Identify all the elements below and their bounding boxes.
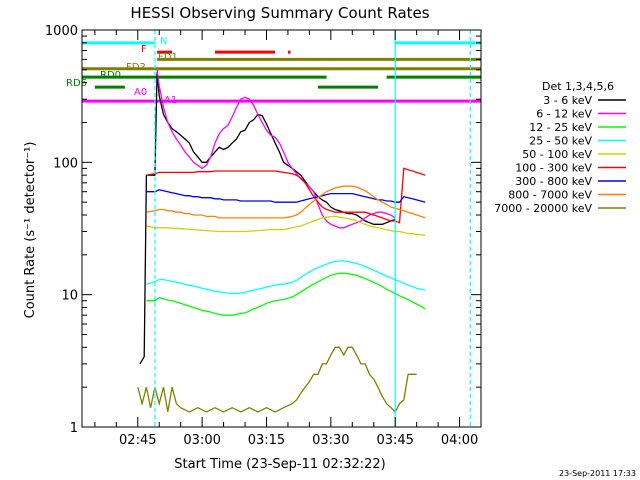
legend-label-3: 25 - 50 keV bbox=[529, 135, 592, 148]
annotation-label-n: N bbox=[160, 36, 167, 47]
annotation-label-f: F bbox=[141, 44, 147, 55]
legend-label-0: 3 - 6 keV bbox=[543, 94, 592, 107]
series-layer bbox=[137, 69, 426, 413]
legend-label-5: 100 - 300 keV bbox=[515, 162, 592, 175]
series-line-8 bbox=[137, 346, 417, 413]
legend-title: Det 1,3,4,5,6 bbox=[542, 80, 614, 93]
x-tick-label-1: 03:00 bbox=[183, 433, 220, 448]
series-line-6 bbox=[146, 189, 426, 203]
series-line-7 bbox=[146, 185, 426, 219]
annotation-label-rd6: RD6 bbox=[66, 78, 87, 89]
series-line-0 bbox=[139, 72, 396, 365]
y-axis-label: Count Rate (s⁻¹ detector⁻¹) bbox=[23, 142, 38, 319]
legend-label-7: 800 - 7000 keV bbox=[508, 189, 592, 202]
legend-label-1: 6 - 12 keV bbox=[536, 108, 592, 121]
x-tick-label-5: 04:00 bbox=[441, 433, 478, 448]
x-tick-label-2: 03:15 bbox=[248, 433, 285, 448]
annotation-label-a0: A0 bbox=[134, 87, 147, 98]
y-tick-label-0: 1 bbox=[70, 421, 78, 436]
plot-frame bbox=[81, 29, 482, 428]
legend-label-4: 50 - 100 keV bbox=[522, 148, 592, 161]
y-tick-label-2: 100 bbox=[53, 156, 78, 171]
x-tick-label-4: 03:45 bbox=[376, 433, 413, 448]
x-axis-label: Start Time (23-Sep-11 02:32:22) bbox=[174, 457, 385, 472]
y-tick-label-1: 10 bbox=[61, 289, 78, 304]
series-line-5 bbox=[146, 167, 426, 224]
series-line-1 bbox=[156, 69, 396, 229]
annotation-label-a1: A1 bbox=[164, 95, 177, 106]
y-axis-ticks: 1 10 100 1000 bbox=[45, 24, 481, 436]
legend-label-8: 7000 - 20000 keV bbox=[494, 202, 592, 215]
x-axis-ticks: 02:45 03:00 03:15 03:30 03:45 04:00 bbox=[94, 30, 482, 448]
chart-title: HESSI Observing Summary Count Rates bbox=[130, 4, 429, 22]
series-line-2 bbox=[146, 272, 426, 316]
series-line-4 bbox=[146, 215, 426, 237]
series-line-3 bbox=[146, 260, 426, 295]
annotation-label-fd1: FD1 bbox=[158, 52, 178, 63]
legend-label-2: 12 - 25 keV bbox=[529, 121, 592, 134]
annotations-layer: N F FD1 FD2 RD0 RD6 A0 A1 bbox=[66, 36, 178, 106]
vertical-markers-layer bbox=[154, 30, 471, 427]
footer-timestamp: 23-Sep-2011 17:33 bbox=[559, 469, 636, 478]
annotation-label-fd2: FD2 bbox=[126, 62, 146, 73]
annotation-label-rd0: RD0 bbox=[100, 70, 121, 81]
x-tick-label-0: 02:45 bbox=[119, 433, 156, 448]
flags-layer bbox=[82, 41, 481, 103]
legend-label-6: 300 - 800 keV bbox=[515, 175, 592, 188]
y-tick-label-3: 1000 bbox=[45, 24, 78, 39]
x-tick-label-3: 03:30 bbox=[312, 433, 349, 448]
